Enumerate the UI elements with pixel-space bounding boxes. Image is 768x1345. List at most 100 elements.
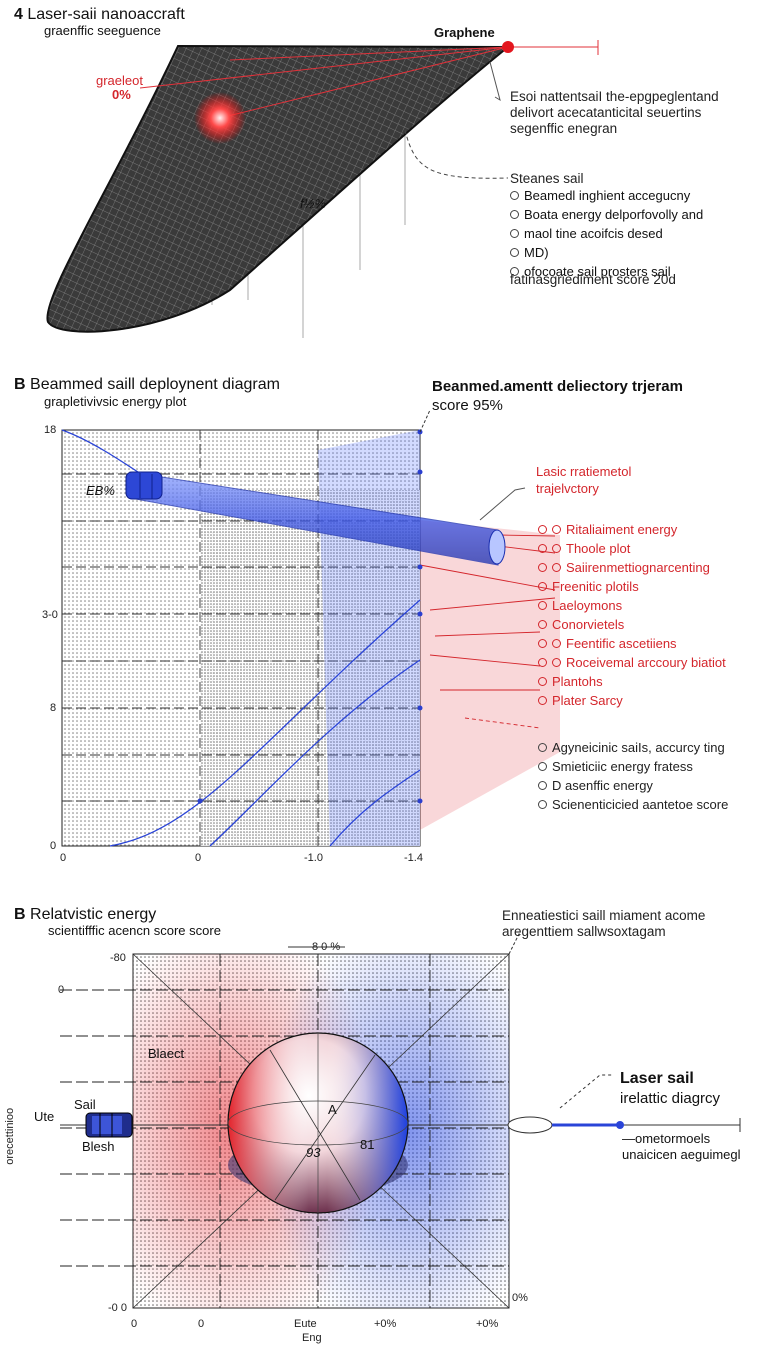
laser-emitter <box>502 41 514 53</box>
y-axis-label: orecettinioo <box>4 1107 17 1165</box>
list-item: Boata energy delporfovolly and <box>510 205 703 224</box>
bullet-icon <box>510 191 519 200</box>
callout-2: trajelvctory <box>536 481 599 496</box>
x-tick: +0% <box>476 1318 499 1330</box>
red-label-1: graeleot <box>96 73 143 88</box>
y-tick: 0 <box>58 984 65 996</box>
laser-sail-title: Laser sail <box>620 1070 694 1087</box>
property-list: Beamedl inghient accegucny Boata energy … <box>510 186 703 281</box>
panel-c-right-title: Enneatiestici saill miament acome <box>502 908 706 923</box>
panel-letter: B <box>14 906 26 923</box>
list-item: maol tine acoifcis desed <box>510 224 703 243</box>
blue-shaded-region <box>318 430 420 846</box>
x-axis-label: Eng <box>302 1332 322 1344</box>
list-item: D asenffic energy <box>538 776 728 795</box>
sail-membrane <box>46 44 511 333</box>
y-tick: 8 <box>50 702 57 714</box>
laser-label-leader <box>559 1074 612 1109</box>
x-tick: 0 <box>195 852 202 864</box>
panel-a: 4 Laser-saii nanoaccraft graenffic seegu… <box>0 0 768 360</box>
list-item: Plater Sarcy <box>538 691 726 710</box>
y-tick: 3-0 <box>42 609 58 621</box>
panel-title-text: Laser-saii nanoaccraft <box>27 6 185 23</box>
panel-b-title: B Beammed saill deploynent diagram <box>14 376 280 394</box>
list-item: Saiirenmettiognarcenting <box>538 558 726 577</box>
panel-a-title: 4 Laser-saii nanoaccraft <box>14 6 185 24</box>
panel-b-right-title: Beanmed.amentt deliectory trjeram <box>432 378 683 395</box>
list-item: Conorvietels <box>538 615 726 634</box>
panel-title-text: Beammed saill deploynent diagram <box>30 376 280 393</box>
note-line-3: segenffic enegran <box>510 121 618 136</box>
list-item: Scienenticicied aantetoe score <box>538 795 728 814</box>
list-item: Feentific ascetiiens <box>538 634 726 653</box>
callout-1: Lasic rratiemetol <box>536 464 632 479</box>
gridlines <box>62 430 420 846</box>
laser-note-2: unaicicen aeguimegl <box>622 1147 741 1162</box>
bullet-icon <box>510 210 519 219</box>
list-item: Plantohs <box>538 672 726 691</box>
panel-title-text: Relatvistic energy <box>30 906 157 923</box>
y-tick: -0 0 <box>108 1302 127 1314</box>
x-tick: 0 <box>60 852 67 864</box>
panel-letter: 4 <box>14 6 23 23</box>
list-item: MD) <box>510 243 703 262</box>
leader-line-2 <box>404 129 509 179</box>
sphere-label-b: 81 <box>360 1137 375 1152</box>
panel-b-right-subtitle: score 95% <box>432 397 503 414</box>
list-item: Thoole plot <box>538 539 726 558</box>
title-leader <box>419 409 431 433</box>
laser-sail-subtitle: irelattic diagrcy <box>620 1090 721 1107</box>
panel-a-subtitle: graenffic seeguence <box>44 23 161 38</box>
sail-label: Sail <box>74 1097 96 1112</box>
panel-letter: B <box>14 376 26 393</box>
left-label: Ute <box>34 1109 55 1124</box>
red-callout-lines <box>419 534 556 729</box>
y-tick: 0 <box>50 840 57 852</box>
corner-label: 0% <box>512 1292 528 1304</box>
list-item: Laeloymons <box>538 596 726 615</box>
title-leader <box>508 931 521 955</box>
blesh-label: Blesh <box>82 1139 115 1154</box>
callout-leader <box>479 487 526 521</box>
list-item: Beamedl inghient accegucny <box>510 186 703 205</box>
x-tick: -1.4 <box>404 852 423 864</box>
list-item: Roceivemal arccoury biatiot <box>538 653 726 672</box>
list-item: ofocoate sail prosters sail <box>510 262 703 281</box>
panel-c: B Relatvistic energy scientifffic acencn… <box>0 880 768 1344</box>
sphere-label-a: A <box>328 1102 337 1117</box>
y-tick: 18 <box>44 424 57 436</box>
x-tick: Eute <box>294 1318 317 1330</box>
panel-b: B Beammed saill deploynent diagram grapl… <box>0 360 768 880</box>
laser-note-1: —ometormoels <box>622 1131 711 1146</box>
gray-legend-list: Agyneicinic saiIs, accurcy ting Smietici… <box>538 738 728 814</box>
sphere <box>227 1032 409 1214</box>
graphene-label: Graphene <box>434 25 495 40</box>
y-tick: -80 <box>110 952 126 964</box>
list-item: Ritaliaiment energy <box>538 520 726 539</box>
panel-b-subtitle: grapletivivsic energy plot <box>44 394 187 409</box>
list-item: Agyneicinic saiIs, accurcy ting <box>538 738 728 757</box>
sphere-label-c: 93 <box>306 1145 321 1160</box>
x-tick: +0% <box>374 1318 397 1330</box>
laser-sail-probe <box>507 1116 741 1134</box>
bullet-icon <box>510 229 519 238</box>
dense-region <box>200 490 420 846</box>
top-tick: 8 0 % <box>312 941 341 953</box>
x-tick: 0 <box>198 1318 205 1330</box>
x-tick: 0 <box>131 1318 138 1330</box>
relativistic-energy-diagram <box>60 931 741 1309</box>
panel-c-right-subtitle: aregenttiem sallwsoxtagam <box>502 924 666 939</box>
panel-c-subtitle: scientifffic acencn score score <box>48 923 221 938</box>
bullet-icon <box>510 248 519 257</box>
trajectory-plot <box>61 409 560 847</box>
list-item: Freenitic plotils <box>538 577 726 596</box>
laser-emitter-device <box>85 1112 133 1138</box>
note-line-2: delivort acecatanticital seuertins <box>510 105 702 120</box>
note-line-1: Esoi nattentsaiI the-epgpeglentand <box>510 89 719 104</box>
list-item: Smieticiic energy fratess <box>538 757 728 776</box>
red-legend-list: Ritaliaiment energy Thoole plot Saiirenm… <box>538 520 726 710</box>
cylinder-label: EB% <box>86 483 115 498</box>
bullet-icon <box>510 267 519 276</box>
sail-diagram <box>46 40 599 338</box>
list-title: Steanes sail <box>510 171 584 186</box>
